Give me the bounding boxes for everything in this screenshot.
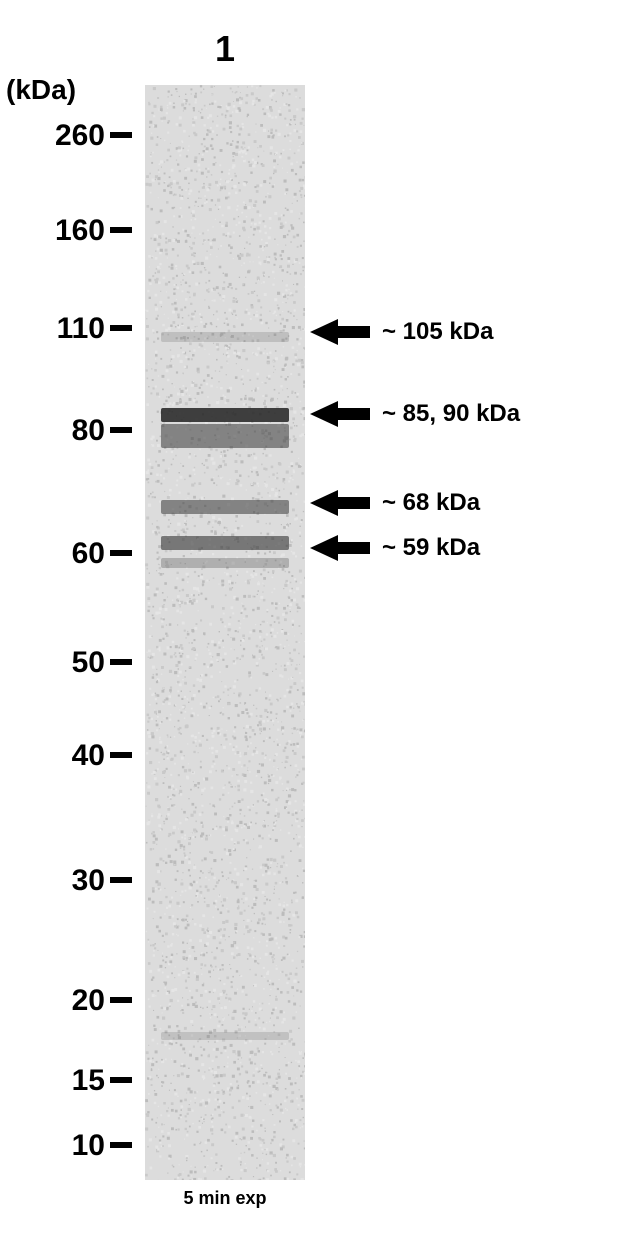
ladder-label: 160 — [25, 214, 105, 248]
ladder-label: 60 — [25, 537, 105, 571]
ladder-tick — [110, 227, 132, 233]
ladder-label: 20 — [25, 984, 105, 1018]
band-arrow: ~ 85, 90 kDa — [310, 400, 520, 428]
band-arrow-label: ~ 105 kDa — [382, 318, 493, 346]
arrow-shaft — [338, 542, 370, 554]
ladder-tick — [110, 1142, 132, 1148]
ladder-label: 80 — [25, 414, 105, 448]
ladder-tick — [110, 877, 132, 883]
arrow-shaft — [338, 326, 370, 338]
ladder-tick — [110, 659, 132, 665]
ladder-label: 15 — [25, 1064, 105, 1098]
arrow-head-icon — [310, 490, 338, 516]
ladder-tick — [110, 550, 132, 556]
unit-label: (kDa) — [6, 74, 76, 106]
band-arrow-label: ~ 59 kDa — [382, 534, 480, 562]
band-arrow-label: ~ 68 kDa — [382, 489, 480, 517]
arrow-shaft — [338, 497, 370, 509]
arrow-head-icon — [310, 319, 338, 345]
ladder-tick — [110, 997, 132, 1003]
ladder-label: 50 — [25, 646, 105, 680]
gel-band — [161, 424, 289, 448]
exposure-caption: 5 min exp — [145, 1188, 305, 1209]
gel-band — [161, 536, 289, 550]
band-arrow: ~ 59 kDa — [310, 534, 480, 562]
gel-lane — [145, 85, 305, 1180]
lane-background — [145, 85, 305, 1180]
gel-band — [161, 1032, 289, 1040]
band-arrow-label: ~ 85, 90 kDa — [382, 400, 520, 428]
ladder-label: 40 — [25, 739, 105, 773]
ladder-tick — [110, 752, 132, 758]
band-arrow: ~ 68 kDa — [310, 489, 480, 517]
arrow-head-icon — [310, 535, 338, 561]
ladder-tick — [110, 132, 132, 138]
ladder-tick — [110, 427, 132, 433]
gel-band — [161, 332, 289, 342]
band-arrow: ~ 105 kDa — [310, 318, 493, 346]
ladder-tick — [110, 325, 132, 331]
ladder-label: 10 — [25, 1129, 105, 1163]
arrow-shaft — [338, 408, 370, 420]
ladder-label: 260 — [25, 119, 105, 153]
ladder-tick — [110, 1077, 132, 1083]
gel-band — [161, 558, 289, 568]
ladder-label: 110 — [25, 312, 105, 346]
arrow-head-icon — [310, 401, 338, 427]
ladder-label: 30 — [25, 864, 105, 898]
gel-band — [161, 408, 289, 422]
lane-header: 1 — [145, 28, 305, 70]
gel-band — [161, 500, 289, 514]
